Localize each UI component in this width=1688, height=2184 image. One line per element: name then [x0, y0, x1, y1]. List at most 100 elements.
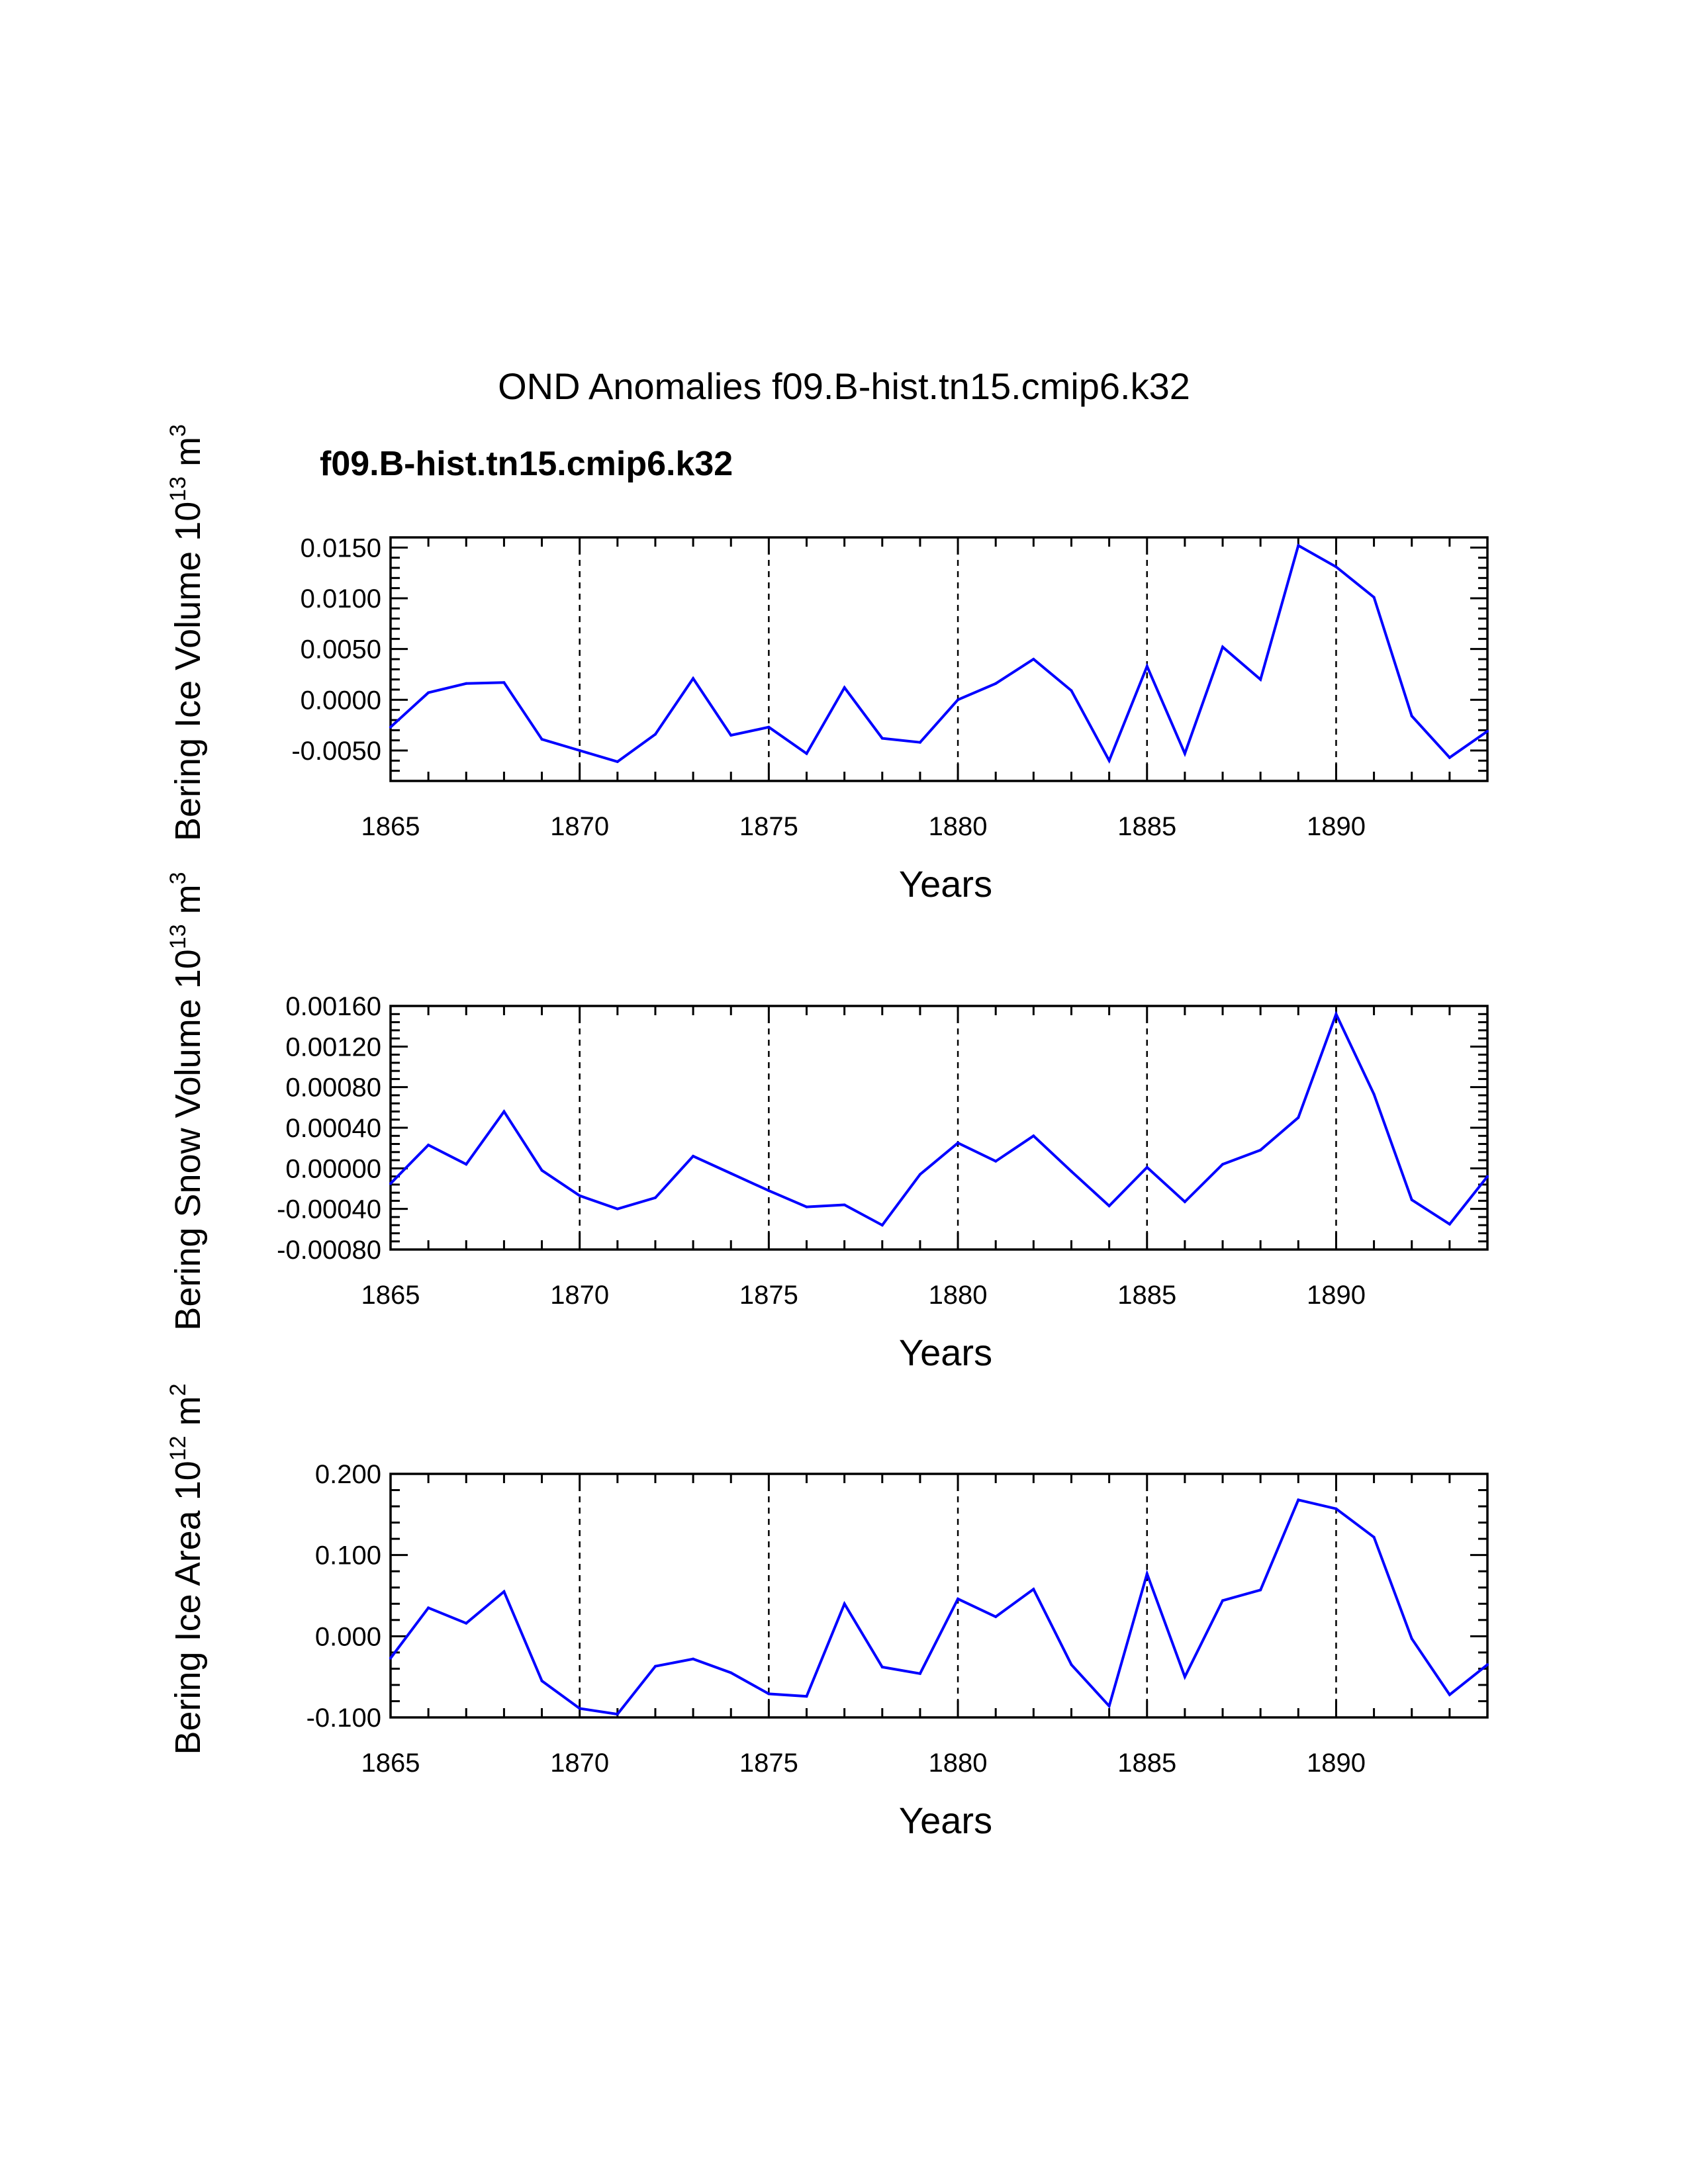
x-tick-label: 1870	[550, 1749, 609, 1778]
data-point	[1221, 1163, 1225, 1166]
data-point	[389, 1657, 392, 1660]
panel-2: 1865 1870 1875 1880 1885 1890 -0.00080 -0.00040…	[165, 872, 1489, 1373]
x-axis-label: Years	[899, 1799, 992, 1841]
data-point	[805, 1695, 808, 1698]
data-point	[692, 1657, 695, 1661]
data-point	[1221, 645, 1225, 649]
data-point	[994, 1160, 998, 1163]
x-tick-label: 1880	[929, 812, 988, 841]
x-tick-label: 1870	[550, 812, 609, 841]
data-point	[1070, 1169, 1073, 1173]
data-point	[1259, 1148, 1262, 1152]
data-point	[1107, 1205, 1111, 1208]
y-tick-label: 0.0050	[301, 635, 381, 664]
data-point	[1107, 759, 1111, 762]
x-tick-label: 1880	[929, 1749, 988, 1778]
y-tick-label: 0.000	[315, 1622, 381, 1651]
data-point	[767, 1692, 771, 1696]
x-axis-label: Years	[899, 863, 992, 905]
data-point	[1448, 1222, 1451, 1226]
data-point	[805, 752, 808, 755]
data-point	[389, 1182, 392, 1185]
data-point	[1410, 1198, 1413, 1201]
data-point	[502, 681, 506, 684]
data-point	[1486, 729, 1489, 733]
data-point	[843, 1602, 846, 1606]
data-point	[616, 1713, 619, 1716]
y-tick-label: 0.00080	[285, 1073, 381, 1103]
data-point	[1259, 1588, 1262, 1592]
data-point	[880, 1665, 884, 1668]
data-point	[843, 686, 846, 689]
data-point	[692, 677, 695, 680]
x-tick-label: 1890	[1307, 812, 1366, 841]
data-point	[1032, 658, 1035, 660]
y-tick-label: -0.00080	[277, 1236, 381, 1265]
y-axis-label-unit: m	[168, 884, 208, 924]
data-point	[1070, 689, 1073, 692]
x-tick-label: 1885	[1117, 1281, 1176, 1310]
data-point	[540, 738, 543, 741]
data-point	[1410, 1637, 1413, 1641]
x-tick-label: 1890	[1307, 1749, 1366, 1778]
y-axis-label-unit-exponent: 3	[165, 872, 191, 884]
data-point	[578, 1707, 581, 1710]
y-tick-label: 0.00000	[285, 1154, 381, 1183]
data-point	[1032, 1134, 1035, 1138]
panels: 1865 1870 1875 1880 1885 1890 -0.0050 0.0000 0.0…	[165, 424, 1489, 1841]
y-axis-label-text: Bering Ice Area 10	[168, 1461, 208, 1754]
y-axis-label: Bering Ice Area 1012 m2	[165, 1383, 208, 1754]
x-tick-label: 1865	[361, 1281, 420, 1310]
data-point	[540, 1679, 543, 1682]
y-tick-label: 0.00040	[285, 1114, 381, 1143]
data-point	[502, 1110, 506, 1113]
x-tick-label: 1865	[361, 1749, 420, 1778]
y-tick-label: 0.00120	[285, 1032, 381, 1062]
data-point	[1070, 1663, 1073, 1666]
y-tick-label: 0.0000	[301, 686, 381, 715]
data-point	[880, 737, 884, 740]
data-point	[427, 1144, 430, 1147]
data-point	[1297, 1498, 1300, 1502]
y-axis-label: Bering Snow Volume 1013 m3	[165, 872, 208, 1330]
data-point	[957, 698, 960, 702]
data-point	[1297, 544, 1300, 547]
y-axis-label-text: Bering Snow Volume 10	[168, 949, 208, 1330]
y-axis-label-unit: m	[168, 437, 208, 477]
data-point	[729, 1172, 733, 1175]
data-point	[653, 1196, 657, 1199]
y-tick-label: -0.00040	[277, 1195, 381, 1224]
x-axis-label: Years	[899, 1332, 992, 1373]
data-point	[994, 682, 998, 685]
data-point	[616, 760, 619, 763]
data-point	[918, 741, 921, 744]
figure-title: OND Anomalies f09.B-hist.tn15.cmip6.k32	[498, 365, 1190, 407]
data-point	[1145, 1165, 1149, 1169]
y-axis-label-exponent: 12	[165, 1435, 191, 1461]
data-point	[465, 1163, 468, 1166]
x-tick-label: 1875	[739, 1281, 798, 1310]
x-tick-label: 1875	[739, 1749, 798, 1778]
data-point	[465, 1621, 468, 1625]
y-tick-label: -0.0050	[291, 737, 381, 766]
data-point	[1183, 752, 1186, 755]
case-label: f09.B-hist.tn15.cmip6.k32	[320, 445, 733, 483]
data-point	[1259, 678, 1262, 681]
data-point	[427, 1606, 430, 1610]
data-point	[918, 1672, 921, 1675]
data-point	[918, 1173, 921, 1176]
plot-frame	[389, 1005, 1489, 1251]
data-point	[1145, 664, 1149, 668]
data-point	[1183, 1200, 1186, 1203]
plot-frame	[389, 536, 1489, 782]
data-point	[994, 1615, 998, 1618]
data-point	[653, 1664, 657, 1668]
data-point	[1448, 1693, 1451, 1696]
y-tick-label: 0.100	[315, 1541, 381, 1570]
x-tick-label: 1880	[929, 1281, 988, 1310]
series-line	[389, 1498, 1489, 1716]
data-point	[1335, 1013, 1338, 1016]
data-point	[502, 1590, 506, 1593]
y-tick-label: -0.100	[306, 1704, 381, 1733]
